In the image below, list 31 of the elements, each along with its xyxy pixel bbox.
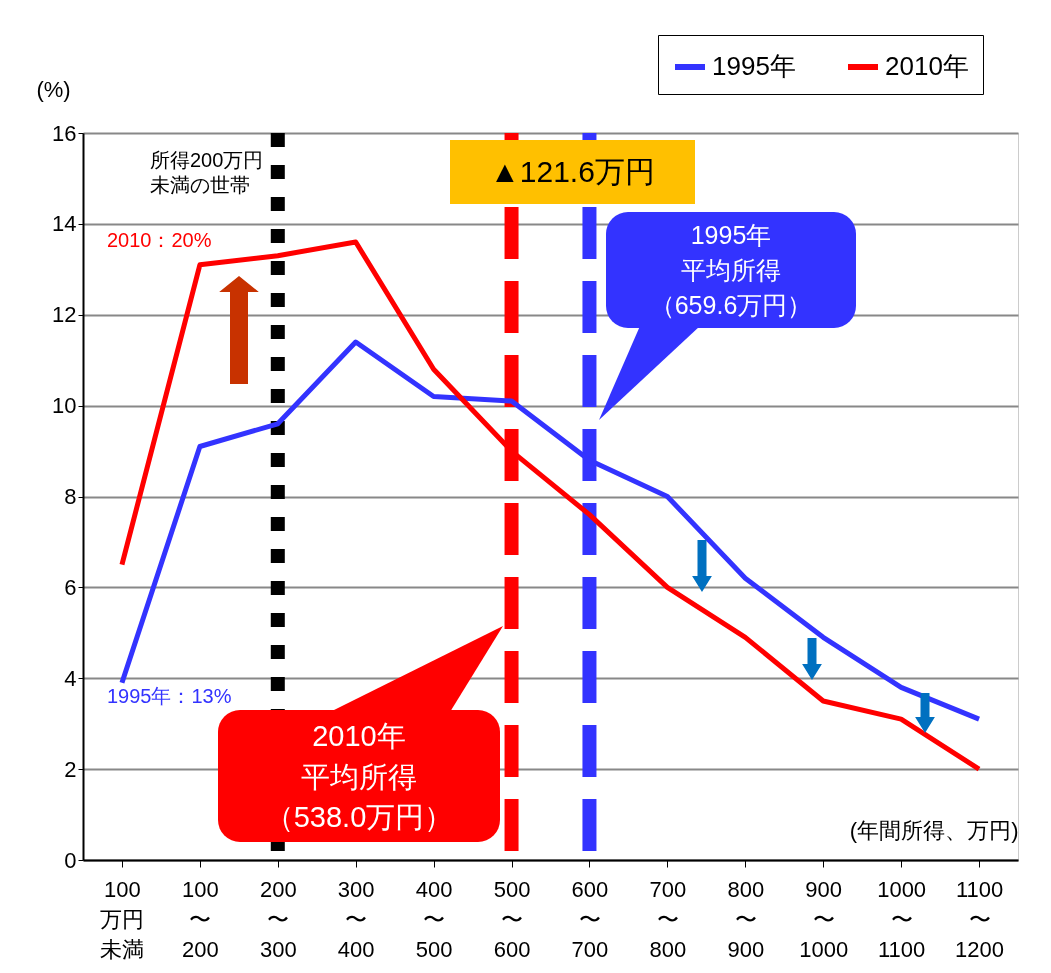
annotation: 1995年：13% xyxy=(107,684,232,709)
x-axis-title: (年間所得、万円) xyxy=(849,817,1019,843)
y-tick-label: 10 xyxy=(52,393,77,419)
y-tick-label: 2 xyxy=(64,756,77,782)
x-tick-label: 400〜500 xyxy=(415,876,453,962)
annotation: ▲121.6万円 xyxy=(450,140,695,204)
x-tick-label: 800〜900 xyxy=(727,876,765,962)
ref-line-label: 所得200万円未満の世帯 xyxy=(150,148,265,198)
y-axis-title: (%) xyxy=(36,76,71,102)
y-tick-label: 12 xyxy=(52,302,77,328)
x-tick-label: 100万円未満 xyxy=(100,876,145,962)
annotation: 2010：20% xyxy=(107,228,212,253)
x-tick-label: 1000〜1100 xyxy=(877,876,927,962)
x-tick-label: 100〜200 xyxy=(182,876,219,962)
x-tick-label: 1100〜1200 xyxy=(955,876,1005,962)
x-tick-label: 200〜300 xyxy=(259,876,297,962)
ref-line-label: 2010年平均所得（538.0万円） xyxy=(263,719,455,836)
y-tick-label: 6 xyxy=(64,574,77,600)
y-tick-label: 14 xyxy=(52,211,77,237)
x-tick-label: 300〜400 xyxy=(337,876,375,962)
y-tick-label: 16 xyxy=(52,120,77,146)
legend-label: 1995年 xyxy=(712,51,796,81)
x-tick-label: 500〜600 xyxy=(493,876,531,962)
y-tick-label: 0 xyxy=(64,847,77,873)
x-tick-label: 600〜700 xyxy=(571,876,609,962)
y-tick-label: 8 xyxy=(64,484,77,509)
x-tick-label: 700〜800 xyxy=(649,876,687,962)
ref-line-label: 1995年平均所得（659.6万円） xyxy=(648,220,814,321)
y-tick-label: 4 xyxy=(64,665,77,691)
x-tick-label: 900〜1000 xyxy=(799,876,849,962)
legend-label: 2010年 xyxy=(885,51,969,81)
